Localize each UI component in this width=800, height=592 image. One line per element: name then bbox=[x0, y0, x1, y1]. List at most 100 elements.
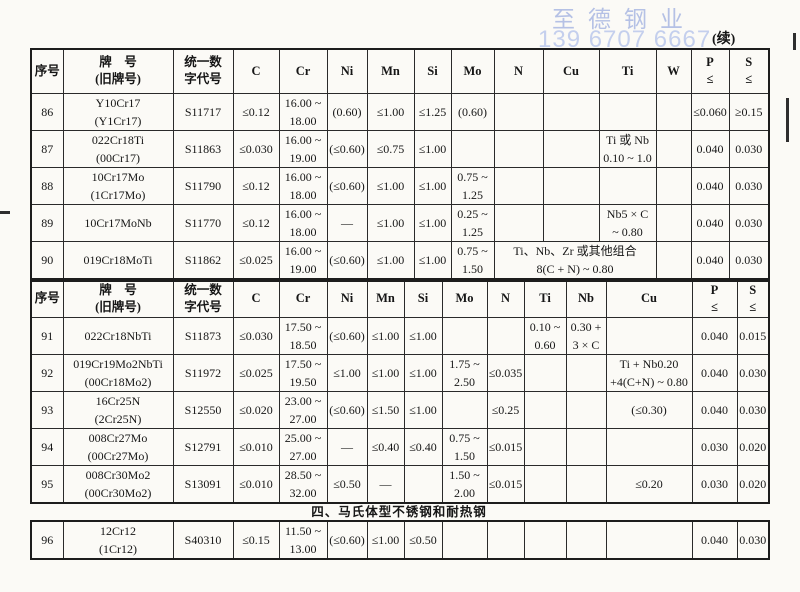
table-cell bbox=[605, 520, 693, 559]
table-cell: ≤1.00 bbox=[403, 390, 443, 429]
table-cell: ≤1.00 bbox=[413, 240, 452, 279]
table-cell: 96 bbox=[30, 520, 64, 559]
table-cell: 11.50 ~ 13.00 bbox=[278, 520, 328, 559]
table-cell: (≤0.60) bbox=[326, 166, 368, 205]
table-cell bbox=[486, 520, 525, 559]
column-header: 统一数 字代号 bbox=[172, 280, 234, 318]
table-cell: ≤1.00 bbox=[366, 203, 415, 242]
column-header: C bbox=[232, 48, 280, 94]
table-cell: ≤0.75 bbox=[366, 129, 415, 168]
table-cell bbox=[523, 464, 567, 503]
table-cell bbox=[655, 240, 692, 279]
table-cell bbox=[493, 129, 544, 168]
table-cell: 0.020 bbox=[736, 427, 770, 466]
table-cell: (≤0.30) bbox=[605, 390, 693, 429]
table-row: 90 019Cr18MoTi S11862 ≤0.025 16.00 ~ 19.00 (≤… bbox=[30, 240, 770, 279]
table-cell: ≤0.12 bbox=[232, 166, 280, 205]
scan-artifact-right-edge bbox=[786, 98, 789, 142]
table-cell: 87 bbox=[30, 129, 64, 168]
table-cell: ≤1.00 bbox=[403, 316, 443, 355]
table-cell: S13091 bbox=[172, 464, 234, 503]
table-cell bbox=[441, 390, 488, 429]
table-row: 93 16Cr25N (2Cr25N) S12550 ≤0.020 23.00 ~ 27… bbox=[30, 390, 770, 429]
table-cell bbox=[542, 166, 600, 205]
table-cell: S40310 bbox=[172, 520, 234, 559]
table-row: 94 008Cr27Mo (00Cr27Mo) S12791 ≤0.010 25.00 … bbox=[30, 427, 770, 466]
table-cell: ≤0.12 bbox=[232, 92, 280, 131]
table-cell bbox=[523, 520, 567, 559]
column-header: Si bbox=[413, 48, 452, 94]
table-cell: 10Cr17Mo (1Cr17Mo) bbox=[62, 166, 174, 205]
table-cell: (≤0.60) bbox=[326, 520, 368, 559]
table-cell: ≤1.00 bbox=[366, 316, 405, 355]
table-cell: 16.00 ~ 18.00 bbox=[278, 92, 328, 131]
table-cell: 0.75 ~ 1.50 bbox=[450, 240, 495, 279]
continued-marker: (续) bbox=[712, 32, 736, 47]
table-cell: S11863 bbox=[172, 129, 234, 168]
table-cell: 86 bbox=[30, 92, 64, 131]
table-cell: 89 bbox=[30, 203, 64, 242]
column-header: Cu bbox=[542, 48, 600, 94]
table-cell: 0.75 ~ 1.50 bbox=[441, 427, 488, 466]
column-header: N bbox=[493, 48, 544, 94]
table-cell bbox=[493, 166, 544, 205]
table-cell: ≤0.025 bbox=[232, 353, 280, 392]
table-cell: ≤0.030 bbox=[232, 316, 280, 355]
scan-artifact-right-top bbox=[793, 33, 796, 50]
table-cell: 008Cr30Mo2 (00Cr30Mo2) bbox=[62, 464, 174, 503]
table-cell bbox=[441, 316, 488, 355]
table-cell: S12791 bbox=[172, 427, 234, 466]
table-cell: ≤0.015 bbox=[486, 464, 525, 503]
table-cell: ≤0.010 bbox=[232, 464, 280, 503]
column-header: Cu bbox=[605, 280, 693, 318]
table-row: 95 008Cr30Mo2 (00Cr30Mo2) S13091 ≤0.010 28.5… bbox=[30, 464, 770, 503]
column-header: 统一数 字代号 bbox=[172, 48, 234, 94]
table-cell: 0.040 bbox=[690, 129, 730, 168]
table-cell: ≤1.00 bbox=[403, 353, 443, 392]
table-cell: 0.030 bbox=[691, 427, 738, 466]
table-cell: — bbox=[326, 427, 368, 466]
table-cell: 008Cr27Mo (00Cr27Mo) bbox=[62, 427, 174, 466]
column-header: Cr bbox=[278, 280, 328, 318]
column-header: 牌 号 (旧牌号) bbox=[62, 48, 174, 94]
table-cell: Y10Cr17 (Y1Cr17) bbox=[62, 92, 174, 131]
table-cell: ≤0.010 bbox=[232, 427, 280, 466]
table-cell: Ti + Nb0.20 +4(C+N) ~ 0.80 bbox=[605, 353, 693, 392]
table-cell: 0.10 ~ 0.60 bbox=[523, 316, 567, 355]
table-cell bbox=[523, 353, 567, 392]
table-cell bbox=[598, 92, 657, 131]
column-header: P ≤ bbox=[691, 280, 738, 318]
column-header: Cr bbox=[278, 48, 328, 94]
table-cell: ≤1.00 bbox=[366, 520, 405, 559]
table-cell: — bbox=[366, 464, 405, 503]
table-cell bbox=[493, 203, 544, 242]
ferritic-steel-table-rows-91-95: 序号牌 号 (旧牌号) 统一数 字代号 C Cr Ni Mn Si Mo N Ti Nb Cu P ≤ S… bbox=[30, 279, 770, 504]
table-cell: ≥0.15 bbox=[728, 92, 770, 131]
column-header: 牌 号 (旧牌号) bbox=[62, 280, 174, 318]
table-cell: S11873 bbox=[172, 316, 234, 355]
table-cell bbox=[605, 427, 693, 466]
scan-artifact-left-edge bbox=[0, 211, 10, 214]
table-cell: S11862 bbox=[172, 240, 234, 279]
table-cell: 90 bbox=[30, 240, 64, 279]
table-cell: Ti 或 Nb 0.10 ~ 1.0 bbox=[598, 129, 657, 168]
column-header: Si bbox=[403, 280, 443, 318]
table-cell: (≤0.60) bbox=[326, 316, 368, 355]
column-header: Ni bbox=[326, 48, 368, 94]
table-cell: 0.030 bbox=[728, 166, 770, 205]
table-cell: 17.50 ~ 18.50 bbox=[278, 316, 328, 355]
table-cell: 93 bbox=[30, 390, 64, 429]
table-cell: 022Cr18Ti (00Cr17) bbox=[62, 129, 174, 168]
table-cell: 94 bbox=[30, 427, 64, 466]
table-cell bbox=[486, 316, 525, 355]
table-cell bbox=[441, 520, 488, 559]
column-header: Ti bbox=[523, 280, 567, 318]
table-cell bbox=[403, 464, 443, 503]
table-cell: ≤0.50 bbox=[326, 464, 368, 503]
table-cell: 1.75 ~ 2.50 bbox=[441, 353, 488, 392]
table-cell: 28.50 ~ 32.00 bbox=[278, 464, 328, 503]
table-cell: Nb5 × C ~ 0.80 bbox=[598, 203, 657, 242]
table-cell bbox=[523, 390, 567, 429]
column-header: N bbox=[486, 280, 525, 318]
